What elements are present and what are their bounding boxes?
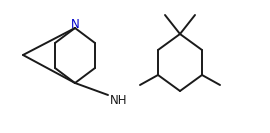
Text: NH: NH bbox=[110, 93, 127, 107]
Text: N: N bbox=[71, 18, 79, 32]
